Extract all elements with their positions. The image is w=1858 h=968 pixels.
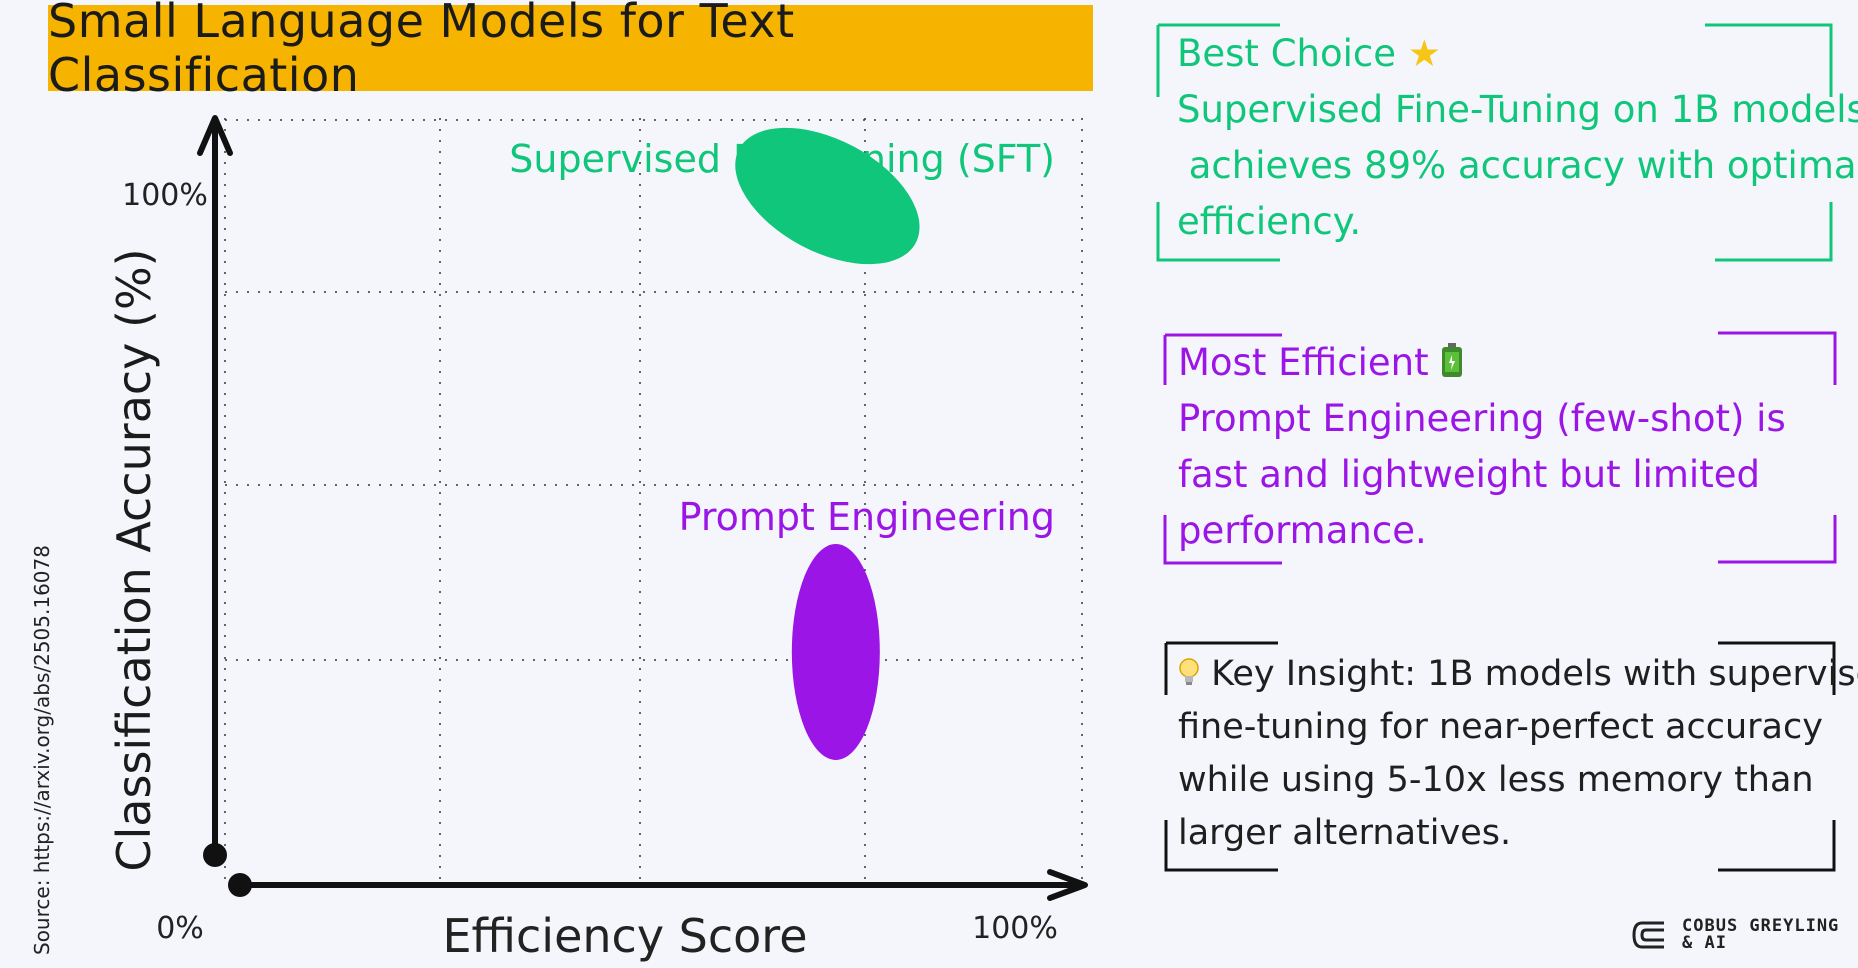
best-choice-frame xyxy=(1156,23,1833,262)
brand-logo: COBUS GREYLING & AI xyxy=(1630,915,1839,955)
y-axis-arrow xyxy=(197,115,233,156)
logo-text: COBUS GREYLING & AI xyxy=(1682,916,1840,953)
x-axis-arrow xyxy=(1047,869,1088,901)
data-point-prompt-engineering xyxy=(791,544,880,760)
y-axis-origin-dot xyxy=(203,843,227,867)
best-choice-line: efficiency. xyxy=(1177,200,1362,243)
key-insight-line: Key Insight: 1B models with supervised xyxy=(1178,648,1858,701)
key-insight-line: while using 5-10x less memory than xyxy=(1178,760,1814,800)
x-tick-label: 0% xyxy=(156,911,204,946)
data-point-sft xyxy=(735,127,920,265)
best-choice-heading: Best Choice ★ xyxy=(1177,32,1441,75)
scatter-plot: 0% 100% 100% Efficiency Score Classification… xyxy=(107,115,1088,963)
x-axis-origin-dot xyxy=(228,873,252,897)
most-efficient-line: Prompt Engineering (few-shot) is xyxy=(1178,397,1786,440)
y-axis-label: Classification Accuracy (%) xyxy=(107,248,161,871)
data-point-label: Prompt Engineering xyxy=(679,495,1055,539)
most-efficient-frame xyxy=(1163,331,1837,565)
chart-title: Small Language Models for Text Classific… xyxy=(48,0,1093,102)
x-axis-label: Efficiency Score xyxy=(442,909,807,963)
most-efficient-line: performance. xyxy=(1178,509,1427,552)
x-tick-label: 100% xyxy=(972,911,1058,946)
most-efficient-line: fast and lightweight but limited xyxy=(1178,453,1760,496)
best-choice-line: achieves 89% accuracy with optimal xyxy=(1177,144,1858,187)
best-choice-line: Supervised Fine-Tuning on 1B models xyxy=(1177,88,1858,131)
key-insight-line: larger alternatives. xyxy=(1178,813,1512,853)
cobus-logo-icon xyxy=(1632,921,1664,949)
most-efficient-heading: Most Efficient xyxy=(1178,335,1786,391)
best-choice-card: Best Choice ★ Supervised Fine-Tuning on … xyxy=(1177,26,1858,250)
key-insight-frame xyxy=(1164,641,1836,872)
lightbulb-icon xyxy=(1179,658,1199,685)
key-insight-line: fine-tuning for near-perfect accuracy xyxy=(1178,707,1823,747)
key-insight-card: Key Insight: 1B models with supervised f… xyxy=(1178,648,1858,860)
battery-icon xyxy=(1442,343,1463,377)
star-icon: ★ xyxy=(1407,32,1441,75)
data-point-label: Supervised Fine-Tuning (SFT) xyxy=(509,137,1055,181)
y-tick-label: 100% xyxy=(122,178,208,213)
most-efficient-card: Most Efficient Prompt Engineering (few-s… xyxy=(1178,335,1786,559)
